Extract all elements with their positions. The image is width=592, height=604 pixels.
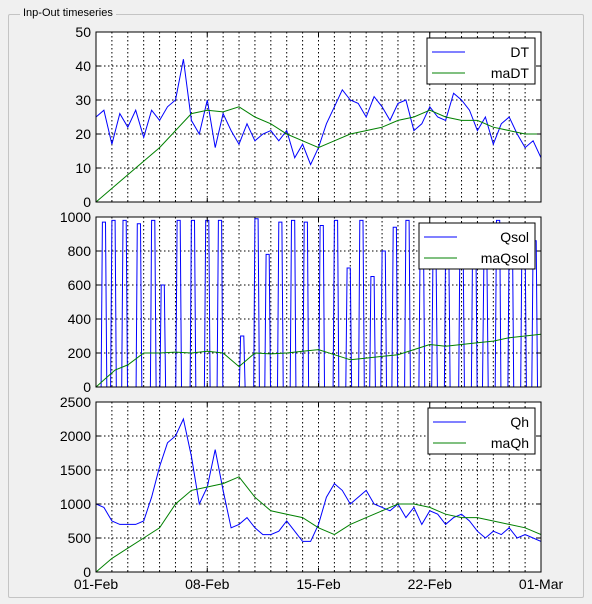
legend-label-DT: DT [510,44,529,60]
x-tick-label: 01-Feb [74,576,119,592]
y-tick-label: 200 [68,345,92,361]
x-tick-label: 22-Feb [408,576,453,592]
timeseries-panel [8,14,584,598]
series-line-Qh [96,417,541,542]
y-tick-label: 30 [75,92,91,108]
x-tick-label: 01-Mar [519,576,564,592]
legend-box [426,37,536,85]
legend-box [418,222,536,270]
y-tick-label: 0 [83,194,91,210]
y-tick-label: 1000 [60,209,91,225]
series-line-maDT [96,106,541,202]
chart-3: 0 500 1000 1500 2000 2500 01-Feb 08-Feb 15-Feb 22… [60,394,564,592]
y-tick-label: 1000 [60,496,91,512]
y-tick-label: 10 [75,160,91,176]
y-tick-label: 500 [68,530,92,546]
y-tick-label: 0 [83,379,91,395]
legend-label-maQsol: maQsol [481,250,529,266]
x-tick-label: 08-Feb [185,576,230,592]
y-tick-label: 50 [75,24,91,40]
y-tick-label: 2500 [60,394,91,410]
y-tick-label: 600 [68,277,92,293]
series-line-maQh [96,476,541,572]
y-tick-label: 1500 [60,462,91,478]
legend-label-maQh: maQh [491,435,529,451]
legend: DT maDT [426,37,536,85]
y-tick-label: 20 [75,126,91,142]
legend-label-Qh: Qh [510,414,529,430]
chart-2: 0 200 400 600 800 1000 Qsol maQsol [60,209,542,395]
legend: Qsol maQsol [418,222,536,270]
series-line-maQsol [96,333,541,387]
y-tick-label: 400 [68,311,92,327]
y-tick-label: 40 [75,58,91,74]
chart-1: 0 10 20 30 40 50 DT maDT [75,24,542,210]
y-tick-label: 800 [68,243,92,259]
y-tick-label: 2000 [60,428,91,444]
legend: Qh maQh [427,407,536,455]
y-tick-label: 0 [83,564,91,580]
legend-box [427,407,536,455]
legend-label-Qsol: Qsol [500,229,529,245]
legend-label-maDT: maDT [491,65,530,81]
x-tick-label: 15-Feb [296,576,341,592]
panel-title: Inp-Out timeseries [20,7,116,19]
